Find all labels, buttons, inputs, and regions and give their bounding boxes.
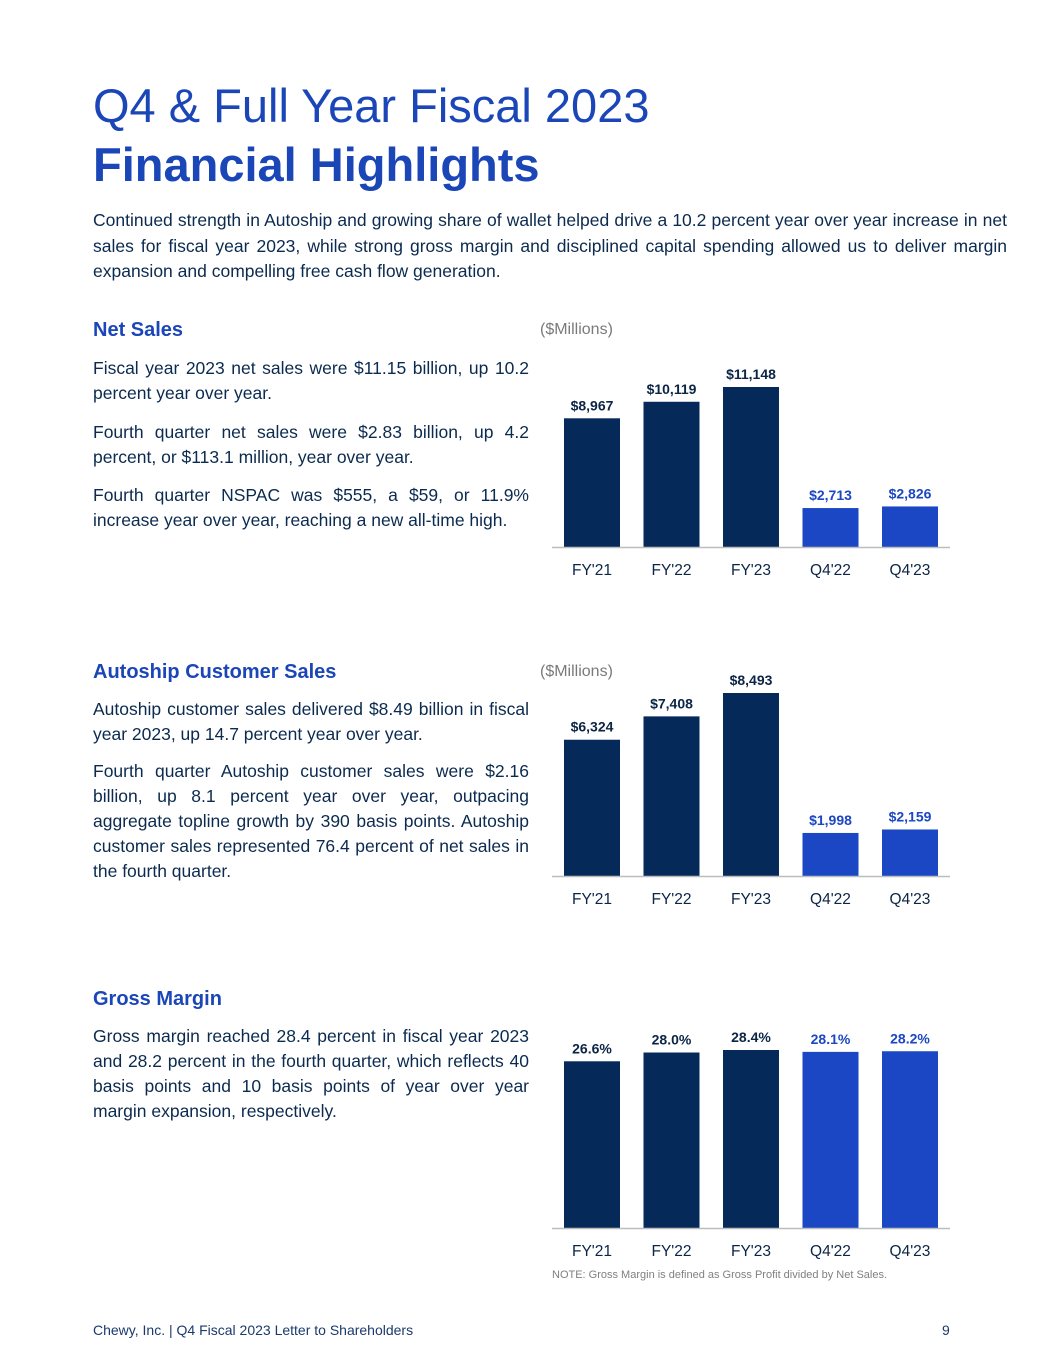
data-label: 26.6%	[572, 1040, 612, 1056]
data-label: $6,324	[571, 719, 614, 735]
category-label: Q4'22	[810, 562, 851, 579]
bar-q422	[802, 1051, 859, 1228]
autoship-chart: $6,324 FY'21 $7,408 FY'22 $8,493 FY'23 $1,998 Q…	[540, 665, 950, 915]
data-label: $2,713	[809, 487, 852, 503]
category-label: FY'23	[731, 562, 771, 579]
category-label: FY'22	[651, 562, 691, 579]
bar-fy22	[643, 401, 700, 547]
bar-q423	[882, 506, 938, 547]
data-label: 28.1%	[811, 1031, 851, 1047]
category-label: FY'22	[651, 1243, 691, 1260]
gross-margin-note: NOTE: Gross Margin is defined as Gross P…	[552, 1269, 888, 1281]
category-label: Q4'23	[890, 891, 931, 908]
category-label: Q4'22	[810, 1243, 851, 1260]
page-title-line2: Financial Highlights	[93, 138, 540, 191]
data-label: $2,159	[889, 808, 932, 824]
bar-fy23	[723, 693, 779, 876]
data-label: 28.2%	[890, 1030, 930, 1046]
bar-q422	[802, 508, 859, 547]
category-label: FY'21	[572, 891, 612, 908]
bar-fy21	[564, 1061, 620, 1228]
gross-margin-paragraph-1: Gross margin reached 28.4 percent in fis…	[93, 1026, 529, 1121]
net-sales-paragraph-1: Fiscal year 2023 net sales were $11.15 b…	[93, 358, 529, 403]
autoship-paragraph-1: Autoship customer sales delivered $8.49 …	[93, 699, 529, 744]
gross-margin-heading: Gross Margin	[93, 988, 222, 1010]
net-sales-chart-svg: $8,967 FY'21 $10,119 FY'22 $11,148 FY'23 $2,71…	[552, 366, 950, 579]
gross-margin-chart-svg: 26.6% FY'21 28.0% FY'22 28.4% FY'23 28.1% Q4'22…	[552, 1029, 950, 1260]
category-label: FY'23	[731, 1243, 771, 1260]
category-label: FY'23	[731, 891, 771, 908]
footer-page-number: 9	[942, 1322, 950, 1338]
data-label: 28.4%	[731, 1029, 771, 1045]
net-sales-paragraph-3: Fourth quarter NSPAC was $555, a $59, or…	[93, 485, 529, 530]
autoship-paragraph-2: Fourth quarter Autoship customer sales w…	[93, 761, 529, 881]
bar-fy21	[564, 418, 620, 547]
bar-q423	[882, 1051, 938, 1228]
bar-fy23	[723, 387, 779, 547]
data-label: $8,967	[571, 397, 614, 413]
category-label: Q4'23	[890, 1243, 931, 1260]
category-label: Q4'23	[890, 562, 931, 579]
data-label: $7,408	[650, 695, 693, 711]
data-label: 28.0%	[652, 1032, 692, 1048]
net-sales-chart: $8,967 FY'21 $10,119 FY'22 $11,148 FY'23 $2,71…	[540, 355, 950, 590]
autoship-heading: Autoship Customer Sales	[93, 661, 337, 683]
net-sales-heading: Net Sales	[93, 319, 184, 341]
bar-fy21	[564, 739, 620, 876]
bar-fy22	[643, 1052, 700, 1228]
autoship-chart-svg: $6,324 FY'21 $7,408 FY'22 $8,493 FY'23 $1,998 Q…	[552, 672, 950, 908]
category-label: FY'22	[651, 891, 691, 908]
intro-paragraph: Continued strength in Autoship and growi…	[93, 210, 1007, 281]
gross-margin-chart: 26.6% FY'21 28.0% FY'22 28.4% FY'23 28.1% Q4'22…	[540, 1016, 950, 1266]
autoship-units-label: ($Millions)	[540, 663, 613, 680]
data-label: $2,826	[889, 485, 932, 501]
page-title-line1: Q4 & Full Year Fiscal 2023	[93, 79, 650, 132]
bar-q422	[802, 832, 859, 876]
data-label: $10,119	[647, 381, 697, 397]
net-sales-units-label: ($Millions)	[540, 321, 613, 338]
bar-fy23	[723, 1050, 779, 1228]
category-label: FY'21	[572, 1243, 612, 1260]
bar-q423	[882, 829, 938, 876]
data-label: $8,493	[730, 672, 773, 688]
category-label: Q4'22	[810, 891, 851, 908]
bar-fy22	[643, 716, 700, 876]
category-label: FY'21	[572, 562, 612, 579]
data-label: $1,998	[809, 812, 852, 828]
footer-document-title: Chewy, Inc. | Q4 Fiscal 2023 Letter to S…	[93, 1322, 414, 1338]
net-sales-paragraph-2: Fourth quarter net sales were $2.83 bill…	[93, 422, 529, 467]
data-label: $11,148	[726, 366, 776, 382]
